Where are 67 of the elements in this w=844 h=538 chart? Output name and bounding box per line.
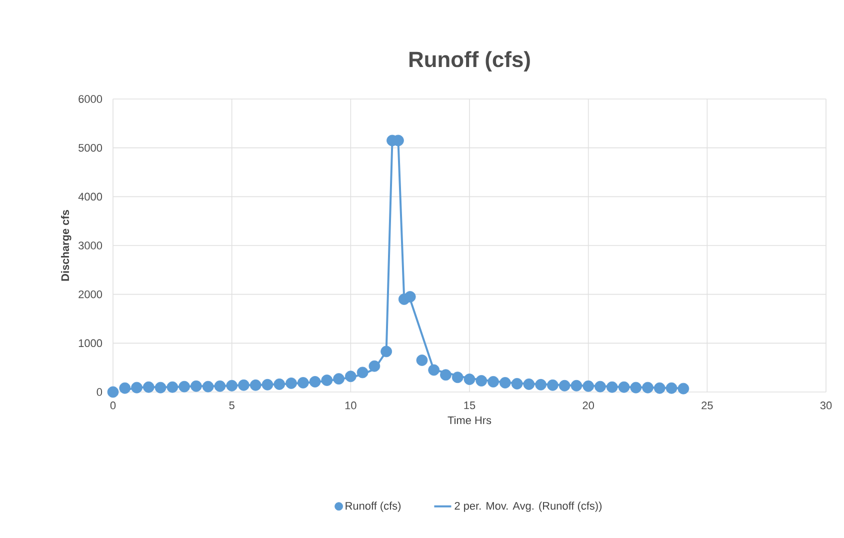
legend-label: 2 per. Mov. Avg. (Runoff (cfs)) [454,502,602,512]
legend-label: Runoff (cfs) [346,502,401,512]
point [142,381,154,393]
point [344,370,356,382]
point [464,374,476,386]
y-tick-label: 3000 [78,242,102,250]
point [214,380,226,392]
y-tick-label: 2000 [78,290,102,298]
point [238,379,250,391]
x-tick-label: 5 [229,402,234,410]
point [511,378,523,390]
point [546,379,558,391]
point [606,381,618,393]
point [166,381,178,393]
y-axis-title: Discharge cfs [61,210,72,281]
x-tick-label: 10 [345,402,356,410]
point [262,378,274,390]
y-tick-label: 1000 [78,339,102,348]
x-tick-label: 25 [702,402,713,410]
x-tick-label: 15 [464,402,476,410]
point [416,354,428,366]
x-tick-label: 30 [820,402,832,410]
point [666,382,678,394]
y-tick-label: 6000 [78,95,102,103]
point [368,360,380,372]
point [654,382,666,394]
point [678,382,690,394]
point [570,380,582,392]
point [250,379,262,391]
point [297,377,309,388]
point [226,380,238,392]
point [535,378,547,390]
point [630,382,642,394]
point [488,376,499,388]
point [558,380,570,392]
point [440,369,452,381]
point [309,376,321,388]
point [582,380,594,392]
point [286,378,297,389]
point [499,377,511,388]
x-tick-label: 20 [582,402,594,410]
point [380,346,392,358]
point [428,364,440,376]
chart-title: Runoff (cfs) [409,51,530,72]
point [404,291,416,302]
point [321,374,333,386]
x-tick-label: 0 [110,402,116,410]
point [178,380,190,392]
point [154,382,166,394]
point [119,382,131,394]
point [274,378,286,390]
point [202,380,214,392]
point [452,372,464,384]
y-tick-label: 5000 [78,144,102,152]
point [107,386,119,398]
point [642,382,654,394]
point [131,382,142,394]
point [190,380,202,392]
point [523,378,535,390]
point [333,373,344,385]
x-axis-title: Time Hrs [448,416,492,424]
point [618,381,630,393]
point [476,375,488,386]
point [594,380,606,392]
y-tick-label: 0 [96,388,102,396]
point [356,366,368,378]
y-tick-label: 4000 [78,192,102,201]
